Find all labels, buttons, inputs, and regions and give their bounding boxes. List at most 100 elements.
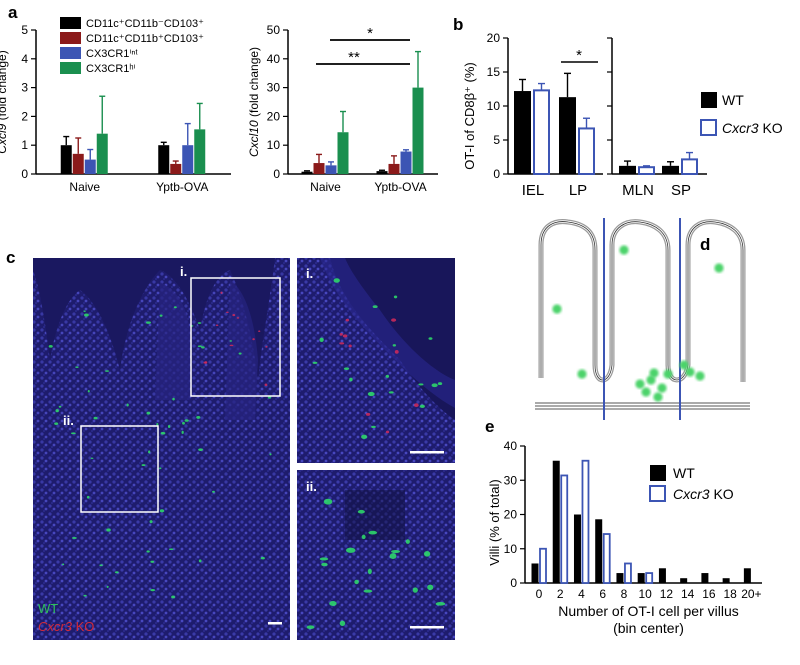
inset-ii-label: ii. — [306, 479, 317, 494]
villi-bar-ko — [624, 562, 632, 584]
gfp-cell — [343, 367, 350, 371]
chart-cxcl10: 0 10 20 30 40 50 Naive Yptb-OVA Cxcl10 (fold cha… — [247, 23, 438, 194]
red-cell — [204, 361, 208, 364]
panel-letter-c: c — [6, 248, 15, 267]
red-cell — [236, 317, 240, 319]
red-cell — [215, 324, 219, 327]
gfp-cell — [58, 405, 62, 408]
legend-a-label: CD11c⁺CD11b⁻CD103⁺ — [86, 18, 204, 30]
villi-y-tick-label: 0 — [510, 576, 517, 590]
gfp-cell — [229, 340, 233, 342]
villi-bar-wt — [658, 568, 666, 583]
significance-star: ** — [348, 49, 360, 66]
cxcl9-category-label: Yptb-OVA — [156, 180, 208, 194]
red-cell — [265, 346, 268, 348]
panel-letter-e: e — [485, 417, 494, 436]
villi-y-label: Villi (% of total) — [487, 479, 502, 565]
cxcl10-bar — [313, 163, 325, 174]
gfp-cell — [72, 537, 77, 539]
cxcl10-y-tick-label: 50 — [267, 23, 281, 37]
micrograph-inset-i: i. — [297, 258, 455, 463]
ot1-cell-dot — [649, 368, 659, 378]
cxcl10-category-label: Naive — [310, 180, 341, 194]
legend-e-wt-swatch — [650, 465, 666, 481]
cxcl10-bar — [376, 171, 388, 174]
gfp-cell — [141, 464, 146, 467]
cxcl10-bar — [301, 171, 313, 174]
gfp-cell — [55, 409, 59, 413]
gfp-cell — [159, 467, 162, 470]
ot1-cell-dot — [646, 375, 656, 385]
ot1-cell-dot — [663, 369, 673, 379]
red-cell — [339, 333, 343, 336]
cxcl10-y-tick-label: 20 — [267, 109, 281, 123]
gfp-cell — [181, 430, 184, 434]
gfp-cell — [146, 411, 151, 415]
gfp-cell — [159, 314, 163, 317]
ot1-category-label: SP — [671, 182, 691, 199]
gfp-cell — [106, 528, 111, 532]
gfp-cell — [150, 589, 156, 592]
significance-star: * — [576, 47, 582, 64]
red-cell — [385, 430, 390, 434]
gfp-cell — [156, 423, 159, 426]
villi-y-tick-label: 10 — [504, 542, 518, 556]
gfp-cell — [83, 594, 87, 597]
cxcl9-y-tick-label: 3 — [21, 81, 28, 95]
legend-b-wt-label: WT — [722, 92, 744, 108]
legend-e-ko-swatch — [649, 485, 666, 502]
significance-star: * — [367, 25, 373, 42]
ot1-bar-wt — [514, 91, 531, 174]
gfp-cell — [197, 322, 202, 324]
roi-ii-box — [80, 425, 159, 513]
villi-x-tick-label: 4 — [578, 587, 585, 601]
gfp-cell — [385, 374, 390, 378]
gfp-cell — [329, 601, 337, 606]
villi-x-tick-label: 8 — [621, 587, 628, 601]
schematic-ot1-cells — [552, 245, 724, 402]
inset-i-label: i. — [306, 266, 313, 281]
gfp-cell — [368, 530, 378, 535]
ot1-cell-dot — [635, 379, 645, 389]
cxcl9-y-tick-label: 1 — [21, 138, 28, 152]
cxcl10-y-tick-label: 40 — [267, 52, 281, 66]
villi-bar-ko — [602, 533, 611, 584]
gfp-cell — [339, 620, 346, 627]
chart-cxcl9: 0 1 2 3 4 5 Naive Yptb-OVA Cxcl9 (fold change) — [0, 23, 231, 194]
legend-a: CD11c⁺CD11b⁻CD103⁺ CD11c⁺CD11b⁺CD103⁺ CX3C… — [60, 17, 204, 75]
gfp-cell — [148, 450, 151, 454]
red-cell — [394, 349, 399, 354]
legend-b-wt-swatch — [701, 92, 717, 108]
gfp-cell — [212, 490, 215, 493]
villus-schematic — [535, 218, 750, 420]
gfp-cell — [393, 295, 398, 299]
ot1-category-label: MLN — [622, 182, 654, 199]
red-cell — [365, 412, 371, 416]
gfp-cell — [70, 432, 76, 435]
ot1-left-y-tick-label: 0 — [493, 167, 500, 181]
cxcl10-category-label: Yptb-OVA — [374, 180, 426, 194]
ot1-category-label: IEL — [522, 182, 545, 199]
gfp-cell — [333, 278, 340, 283]
villi-x-tick-label: 18 — [723, 587, 737, 601]
gfp-cell — [62, 563, 65, 566]
ot1-bar-ko — [533, 89, 550, 175]
micro-legend-ko: Cxcr3 KO — [38, 619, 94, 634]
gfp-cell — [435, 602, 446, 606]
gfp-cell — [87, 389, 90, 393]
ot1-bar-wt — [662, 165, 679, 174]
red-cell — [232, 314, 236, 317]
red-cell — [229, 344, 234, 347]
scale-bar-main — [268, 622, 282, 625]
cxcl9-bar — [96, 133, 108, 174]
red-cell — [220, 291, 223, 294]
ot1-left-y-tick-label: 5 — [493, 133, 500, 147]
legend-a-label: CD11c⁺CD11b⁺CD103⁺ — [86, 33, 204, 45]
red-cell — [413, 403, 419, 408]
villi-bar-wt — [616, 573, 624, 583]
gfp-cell — [126, 403, 129, 407]
gfp-cell — [312, 361, 318, 364]
legend-a-swatch — [60, 32, 81, 44]
cxcl10-bar — [412, 87, 424, 174]
